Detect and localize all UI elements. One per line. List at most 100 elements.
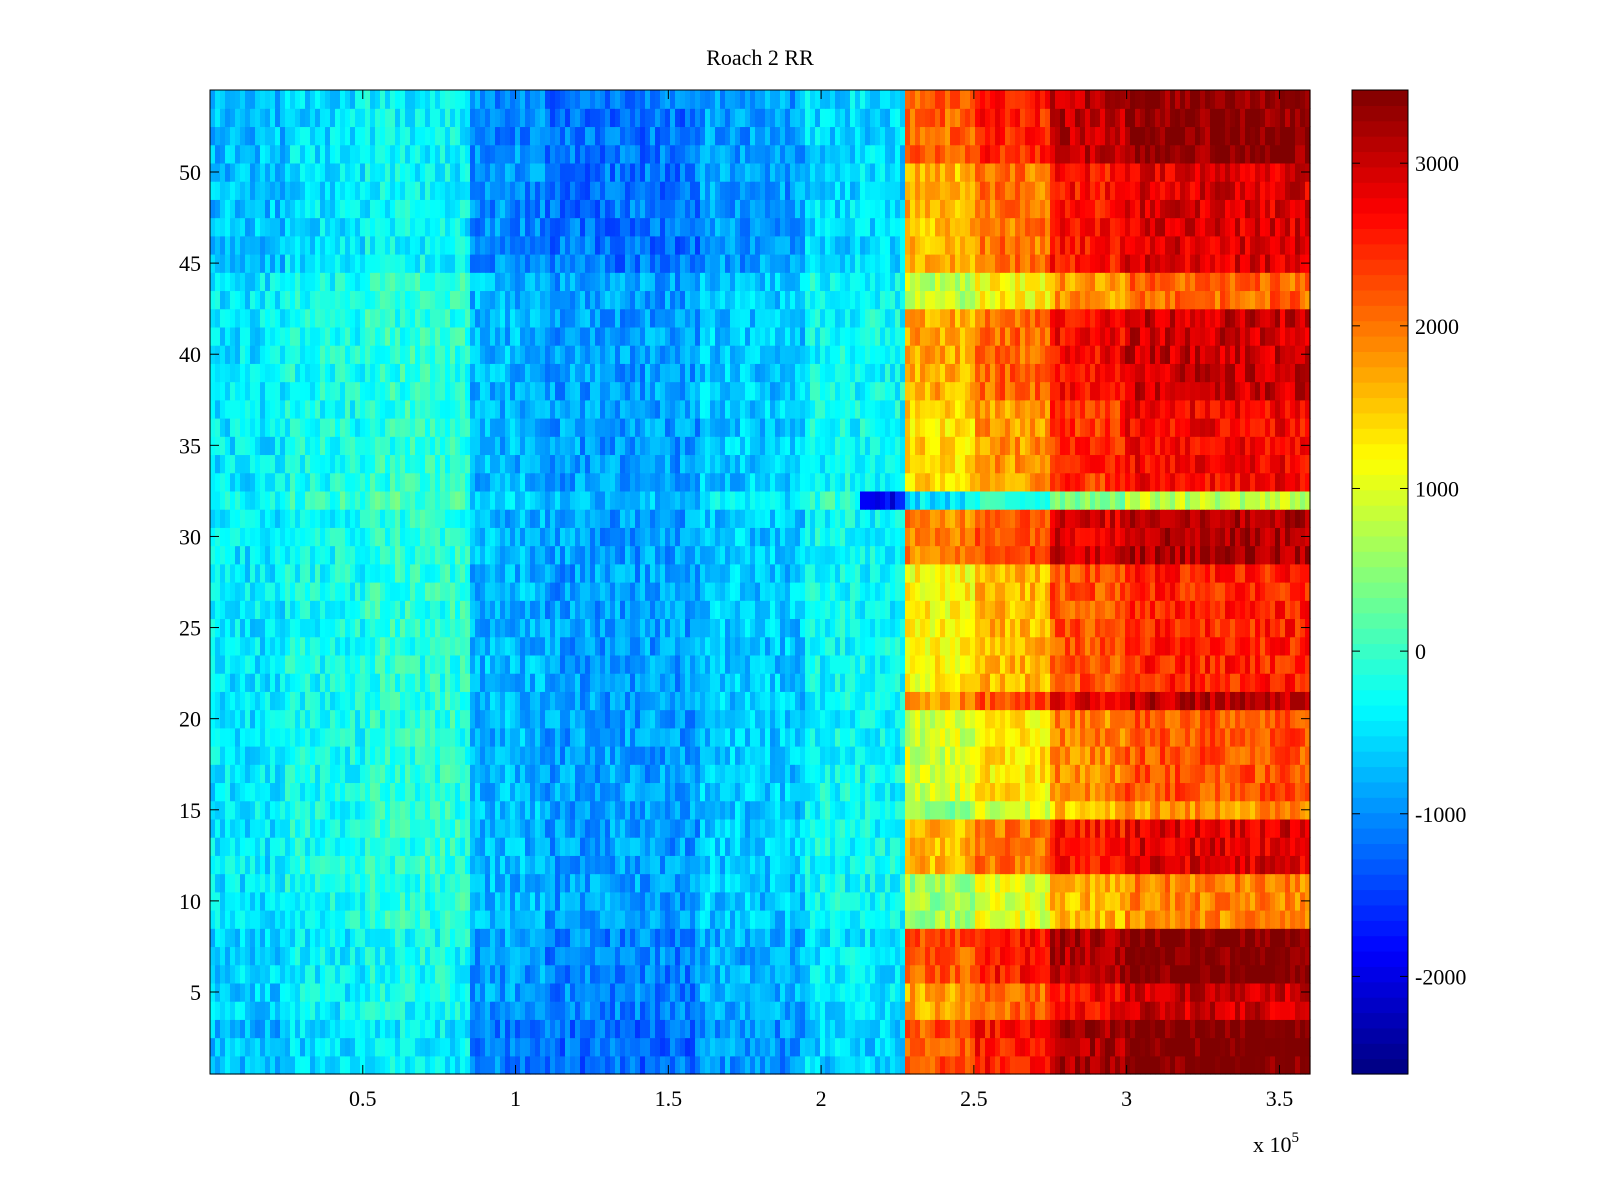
heatmap-cell (425, 910, 431, 929)
heatmap-cell (570, 910, 576, 929)
heatmap-cell (685, 982, 691, 1002)
heatmap-cell (305, 782, 311, 802)
heatmap-cell (880, 727, 886, 747)
heatmap-cell (445, 1037, 451, 1057)
heatmap-cell (540, 800, 546, 820)
heatmap-cell (1160, 782, 1166, 802)
heatmap-cell (570, 928, 576, 948)
heatmap-cell (585, 800, 591, 820)
heatmap-cell (630, 928, 636, 948)
heatmap-cell (515, 709, 521, 729)
heatmap-cell (250, 764, 256, 784)
heatmap-cell (550, 928, 556, 948)
heatmap-cell (895, 1019, 901, 1039)
heatmap-cell (210, 654, 216, 674)
heatmap-cell (1070, 855, 1076, 875)
heatmap-cell (735, 1037, 741, 1057)
heatmap-cell (490, 818, 496, 838)
heatmap-cell (1215, 764, 1221, 784)
heatmap-cell (1240, 1055, 1246, 1075)
heatmap-cell (860, 910, 866, 929)
heatmap-cell (680, 910, 686, 929)
heatmap-cell (875, 800, 881, 820)
heatmap-cell (320, 1037, 326, 1057)
heatmap-cell (1195, 1001, 1201, 1020)
heatmap-cell (375, 727, 381, 747)
heatmap-cell (375, 982, 381, 1002)
heatmap-cell (1265, 782, 1271, 802)
heatmap-cell (685, 946, 691, 966)
heatmap-cell (1055, 910, 1061, 929)
heatmap-cell (955, 709, 961, 729)
heatmap-cell (910, 764, 916, 784)
heatmap-cell (575, 910, 581, 929)
heatmap-cell (235, 709, 241, 729)
heatmap-cell (590, 746, 596, 765)
heatmap-cell (1220, 982, 1226, 1002)
heatmap-cell (360, 928, 366, 948)
heatmap-cell (675, 1019, 681, 1039)
heatmap-cell (550, 746, 556, 765)
heatmap-cell (1095, 727, 1101, 747)
heatmap-cell (1175, 782, 1181, 802)
heatmap-cell (320, 837, 326, 856)
heatmap-cell (460, 654, 466, 674)
heatmap-cell (730, 709, 736, 729)
heatmap-cell (1270, 837, 1276, 856)
heatmap-cell (1050, 673, 1056, 692)
heatmap-cell (595, 818, 601, 838)
heatmap-cell (575, 818, 581, 838)
heatmap-cell (950, 946, 956, 966)
heatmap-cell (620, 800, 626, 820)
heatmap-cell (950, 855, 956, 875)
heatmap-cell (990, 746, 996, 765)
heatmap-cell (1250, 764, 1256, 784)
heatmap-cell (310, 1055, 316, 1075)
heatmap-cell (485, 910, 491, 929)
heatmap-cell (1005, 691, 1011, 711)
heatmap-cell (425, 818, 431, 838)
heatmap-cell (905, 800, 911, 820)
heatmap-cell (240, 1055, 246, 1075)
heatmap-cell (1110, 855, 1116, 875)
heatmap-cell (730, 800, 736, 820)
heatmap-cell (820, 928, 826, 948)
heatmap-cell (680, 727, 686, 747)
heatmap-cell (835, 727, 841, 747)
heatmap-cell (380, 910, 386, 929)
heatmap-cell (590, 654, 596, 674)
heatmap-cell (1115, 800, 1121, 820)
heatmap-cell (585, 1001, 591, 1020)
heatmap-cell (860, 691, 866, 711)
heatmap-cell (650, 982, 656, 1002)
heatmap-cell (775, 691, 781, 711)
heatmap-cell (880, 691, 886, 711)
heatmap-cell (455, 746, 461, 765)
heatmap-cell (940, 673, 946, 692)
heatmap-cell (450, 764, 456, 784)
heatmap-cell (490, 709, 496, 729)
heatmap-cell (430, 654, 436, 674)
heatmap-cell (525, 1055, 531, 1075)
heatmap-cell (375, 746, 381, 765)
heatmap-cell (475, 964, 481, 984)
heatmap-cell (900, 654, 906, 674)
heatmap-cell (930, 673, 936, 692)
heatmap-cell (460, 709, 466, 729)
heatmap-cell (515, 1037, 521, 1057)
heatmap-cell (970, 1037, 976, 1057)
heatmap-cell (1010, 910, 1016, 929)
heatmap-cell (930, 746, 936, 765)
heatmap-cell (455, 654, 461, 674)
heatmap-cell (835, 654, 841, 674)
heatmap-cell (1295, 746, 1301, 765)
heatmap-cell (810, 782, 816, 802)
heatmap-cell (1080, 764, 1086, 784)
heatmap-cell (1265, 928, 1271, 948)
heatmap-cell (1095, 764, 1101, 784)
heatmap-cell (765, 982, 771, 1002)
heatmap-cell (670, 654, 676, 674)
heatmap-cell (235, 910, 241, 929)
heatmap-cell (435, 782, 441, 802)
heatmap-cell (330, 1037, 336, 1057)
